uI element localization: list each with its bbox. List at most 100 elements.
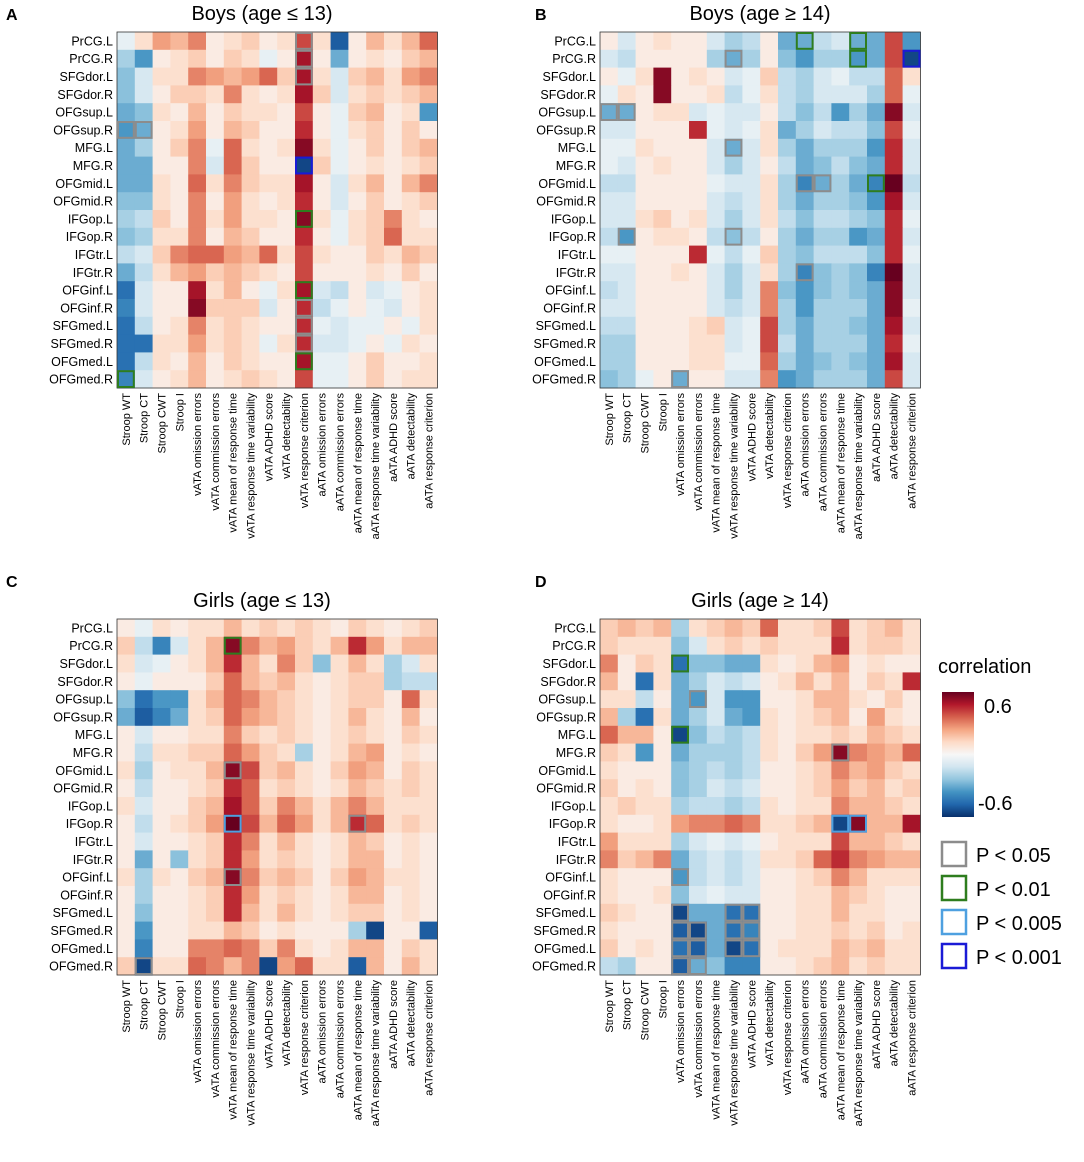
- heatmap-cell: [206, 352, 225, 371]
- heatmap-cell: [689, 654, 708, 673]
- heatmap-cell: [902, 352, 921, 371]
- heatmap-cell: [902, 957, 921, 976]
- heatmap-cell: [617, 32, 636, 51]
- heatmap-cell: [277, 761, 296, 780]
- heatmap-cell: [401, 156, 420, 175]
- heatmap-cell: [152, 868, 171, 887]
- heatmap-cell: [401, 352, 420, 371]
- heatmap-cell: [742, 263, 761, 282]
- panel-d: D Girls (age ≥ 14) PrCG.LPrCG.RSFGdor.LS…: [532, 574, 921, 1126]
- heatmap-cell: [724, 192, 743, 211]
- row-label: IFGop.L: [68, 212, 113, 226]
- heatmap-cell: [348, 299, 367, 318]
- heatmap-cell: [849, 67, 868, 86]
- heatmap-cell: [635, 245, 654, 264]
- heatmap-cell: [330, 743, 349, 762]
- heatmap-cell: [653, 903, 672, 922]
- heatmap-cell: [366, 708, 385, 727]
- heatmap-cell: [617, 192, 636, 211]
- heatmap-cell: [295, 85, 314, 104]
- heatmap-cell: [366, 761, 385, 780]
- heatmap-cell: [117, 352, 136, 371]
- heatmap-cell: [867, 672, 886, 691]
- heatmap-cell: [117, 49, 136, 68]
- heatmap-cell: [653, 886, 672, 905]
- heatmap-cell: [241, 939, 260, 958]
- heatmap-cell: [849, 743, 868, 762]
- heatmap-cell: [849, 779, 868, 798]
- heatmap-cell: [867, 779, 886, 798]
- heatmap-cell: [206, 725, 225, 744]
- heatmap-cell: [849, 85, 868, 104]
- heatmap-cell: [795, 281, 814, 300]
- heatmap-cell: [152, 903, 171, 922]
- significance-outline: [617, 103, 636, 121]
- heatmap-cell: [671, 814, 690, 833]
- heatmap-cell: [170, 85, 189, 104]
- heatmap-cell: [419, 138, 438, 157]
- heatmap-cell: [330, 245, 349, 264]
- heatmap-cell: [795, 316, 814, 335]
- heatmap-cell: [813, 192, 832, 211]
- heatmap-cell: [724, 210, 743, 229]
- row-label: SFGdor.L: [60, 657, 114, 671]
- heatmap-cell: [366, 121, 385, 140]
- heatmap-cell: [330, 832, 349, 851]
- heatmap-cell: [724, 227, 743, 246]
- heatmap-cell: [241, 192, 260, 211]
- heatmap-cell: [706, 210, 725, 229]
- heatmap-cell: [742, 921, 761, 940]
- heatmap-cell: [671, 245, 690, 264]
- heatmap-cell: [170, 868, 189, 887]
- heatmap-cell: [671, 67, 690, 86]
- column-label: aATA detectability: [889, 393, 901, 480]
- heatmap-cell: [259, 174, 278, 193]
- colorbar: [942, 692, 974, 817]
- row-label: PrCG.L: [71, 34, 113, 48]
- heatmap-cell: [600, 299, 619, 318]
- heatmap-cell: [600, 903, 619, 922]
- column-label: vATA omission errors: [192, 393, 204, 496]
- panel-label: C: [6, 574, 18, 591]
- heatmap-cell: [152, 779, 171, 798]
- heatmap-cell: [188, 850, 207, 869]
- heatmap-cell: [259, 708, 278, 727]
- panel-label: B: [535, 7, 547, 24]
- heatmap-cell: [671, 619, 690, 638]
- heatmap-cell: [117, 832, 136, 851]
- significance-outline: [724, 138, 743, 157]
- heatmap-cell: [134, 299, 153, 318]
- heatmap-cell: [152, 619, 171, 638]
- heatmap-cell: [312, 263, 331, 282]
- heatmap-cell: [795, 797, 814, 816]
- heatmap-cell: [117, 121, 136, 140]
- heatmap-cell: [778, 743, 797, 762]
- heatmap-cell: [188, 210, 207, 229]
- heatmap-cell: [689, 334, 708, 353]
- heatmap-cell: [760, 903, 779, 922]
- heatmap-cell: [134, 32, 153, 51]
- heatmap-cell: [348, 263, 367, 282]
- heatmap-cell: [902, 690, 921, 709]
- heatmap-cell: [170, 672, 189, 691]
- heatmap-cell: [259, 957, 278, 976]
- column-label: Stroop CWT: [157, 980, 169, 1041]
- heatmap-cell: [689, 903, 708, 922]
- heatmap-cell: [401, 939, 420, 958]
- heatmap-cell: [689, 743, 708, 762]
- significance-outline: [295, 49, 313, 68]
- heatmap-cell: [206, 245, 225, 264]
- row-label: MFG.R: [73, 159, 113, 173]
- heatmap-cell: [117, 761, 136, 780]
- heatmap-cell: [295, 316, 314, 335]
- heatmap-cell: [884, 690, 903, 709]
- heatmap-cell: [277, 619, 296, 638]
- heatmap-cell: [689, 619, 708, 638]
- heatmap-cell: [653, 708, 672, 727]
- heatmap-cell: [831, 939, 850, 958]
- heatmap-cell: [223, 85, 242, 104]
- heatmap-cell: [134, 121, 153, 140]
- heatmap-cell: [635, 672, 654, 691]
- heatmap-cell: [330, 334, 349, 353]
- heatmap-cell: [635, 636, 654, 655]
